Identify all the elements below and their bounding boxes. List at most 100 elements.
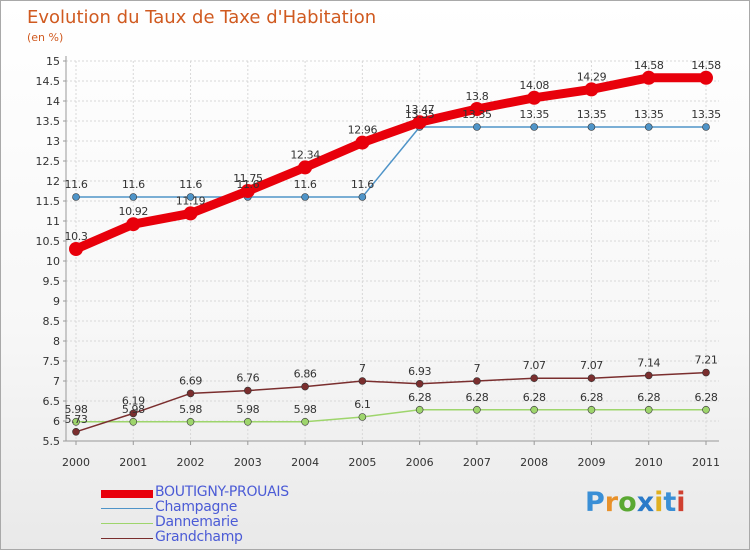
- data-label: 6.93: [408, 365, 431, 378]
- data-label: 6.1: [354, 398, 370, 411]
- y-tick-label: 11.5: [36, 195, 61, 208]
- data-label: 7: [474, 362, 481, 375]
- legend: BOUTIGNY-PROUAIS Champagne Dannemarie Gr…: [101, 484, 401, 547]
- legend-item-champagne[interactable]: Champagne: [101, 499, 401, 517]
- series-point: [702, 405, 710, 414]
- series-point: [298, 160, 313, 175]
- series-line-boutigny-prouais: [71, 73, 711, 254]
- series-point: [530, 374, 538, 383]
- series-point: [355, 135, 370, 150]
- series-point: [358, 377, 367, 385]
- logo-letter: r: [604, 487, 619, 518]
- series-point: [183, 206, 198, 221]
- y-tick-label: 13.5: [36, 115, 61, 128]
- series-point: [186, 417, 195, 426]
- chart-unit-label: (en %): [27, 31, 64, 44]
- data-label: 5.98: [122, 403, 145, 416]
- data-label: 6.28: [695, 391, 718, 404]
- legend-swatch-boutigny: [101, 490, 153, 498]
- series-point: [129, 417, 138, 426]
- x-tick-label: 2001: [119, 456, 147, 469]
- series-line-dannemarie: [75, 409, 707, 423]
- series-point: [412, 115, 427, 130]
- y-tick-label: 10: [46, 255, 60, 268]
- legend-swatch-champagne: [101, 508, 153, 509]
- x-tick-label: 2010: [635, 456, 663, 469]
- y-tick-label: 9.5: [43, 275, 61, 288]
- data-label: 11.6: [294, 178, 317, 191]
- series-point: [530, 123, 538, 131]
- data-label: 6.28: [465, 391, 488, 404]
- logo-letter: x: [636, 487, 655, 518]
- series-point: [244, 417, 252, 426]
- data-label: 5.73: [65, 413, 88, 426]
- data-label: 6.76: [236, 372, 259, 385]
- data-label: 6.28: [580, 391, 603, 404]
- y-tick-label: 12.5: [36, 155, 61, 168]
- y-tick-label: 12: [46, 175, 60, 188]
- data-label: 6.28: [408, 391, 431, 404]
- data-label: 11.19: [176, 194, 206, 207]
- series-point: [527, 90, 542, 105]
- x-tick-label: 2011: [692, 456, 720, 469]
- x-tick-label: 2006: [406, 456, 434, 469]
- series-point: [129, 193, 138, 201]
- y-tick-label: 14.5: [36, 75, 61, 88]
- data-label: 13.8: [465, 90, 488, 103]
- data-label: 13.35: [634, 108, 664, 121]
- series-point: [301, 382, 309, 391]
- series-point: [644, 123, 653, 131]
- data-label: 5.98: [236, 403, 259, 416]
- series-point: [584, 82, 599, 97]
- y-tick-label: 13: [46, 135, 60, 148]
- y-tick-label: 8: [53, 335, 60, 348]
- logo-letter: i: [676, 487, 686, 518]
- data-label: 11.6: [122, 178, 145, 191]
- series-point: [587, 374, 596, 383]
- x-tick-label: 2002: [177, 456, 205, 469]
- data-label: 14.08: [519, 79, 549, 92]
- logo-letter: P: [585, 487, 605, 518]
- data-label: 14.58: [691, 59, 721, 72]
- proxiti-logo: Proxiti: [585, 487, 686, 518]
- series-point: [587, 405, 596, 414]
- legend-item-boutigny[interactable]: BOUTIGNY-PROUAIS: [101, 484, 401, 502]
- data-label: 11.6: [65, 178, 88, 191]
- x-tick-label: 2005: [348, 456, 376, 469]
- y-tick-label: 8.5: [43, 315, 61, 328]
- data-label: 13.35: [519, 108, 549, 121]
- y-tick-label: 10.5: [36, 235, 61, 248]
- data-label: 13.35: [691, 108, 721, 121]
- series-point: [702, 368, 710, 377]
- x-tick-label: 2008: [520, 456, 548, 469]
- y-tick-label: 7.5: [43, 355, 61, 368]
- x-tick-label: 2007: [463, 456, 491, 469]
- legend-item-grandchamp[interactable]: Grandchamp: [101, 529, 401, 547]
- series-point: [301, 193, 309, 201]
- series-point: [186, 193, 195, 201]
- data-label: 12.34: [290, 148, 320, 161]
- data-label: 6.69: [179, 374, 202, 387]
- series-point: [69, 242, 83, 256]
- data-label: 14.58: [634, 59, 664, 72]
- y-tick-label: 6.5: [43, 395, 61, 408]
- legend-swatch-dannemarie: [101, 523, 153, 524]
- legend-label: Dannemarie: [155, 514, 239, 530]
- series-point: [358, 413, 367, 421]
- data-label: 6.28: [637, 391, 660, 404]
- legend-item-dannemarie[interactable]: Dannemarie: [101, 514, 401, 532]
- series-point: [473, 405, 481, 414]
- series-point: [240, 184, 255, 198]
- data-label: 7.07: [580, 359, 603, 372]
- data-label: 7.07: [523, 359, 546, 372]
- y-tick-label: 6: [53, 415, 60, 428]
- x-tick-label: 2009: [577, 456, 605, 469]
- data-label: 7.21: [695, 354, 718, 367]
- series-point: [641, 70, 656, 85]
- data-label: 11.75: [233, 172, 263, 185]
- x-tick-label: 2000: [62, 456, 90, 469]
- legend-label: BOUTIGNY-PROUAIS: [155, 484, 289, 500]
- data-label: 6.19: [122, 394, 145, 407]
- data-label: 6.86: [294, 368, 317, 381]
- series-point: [644, 371, 653, 380]
